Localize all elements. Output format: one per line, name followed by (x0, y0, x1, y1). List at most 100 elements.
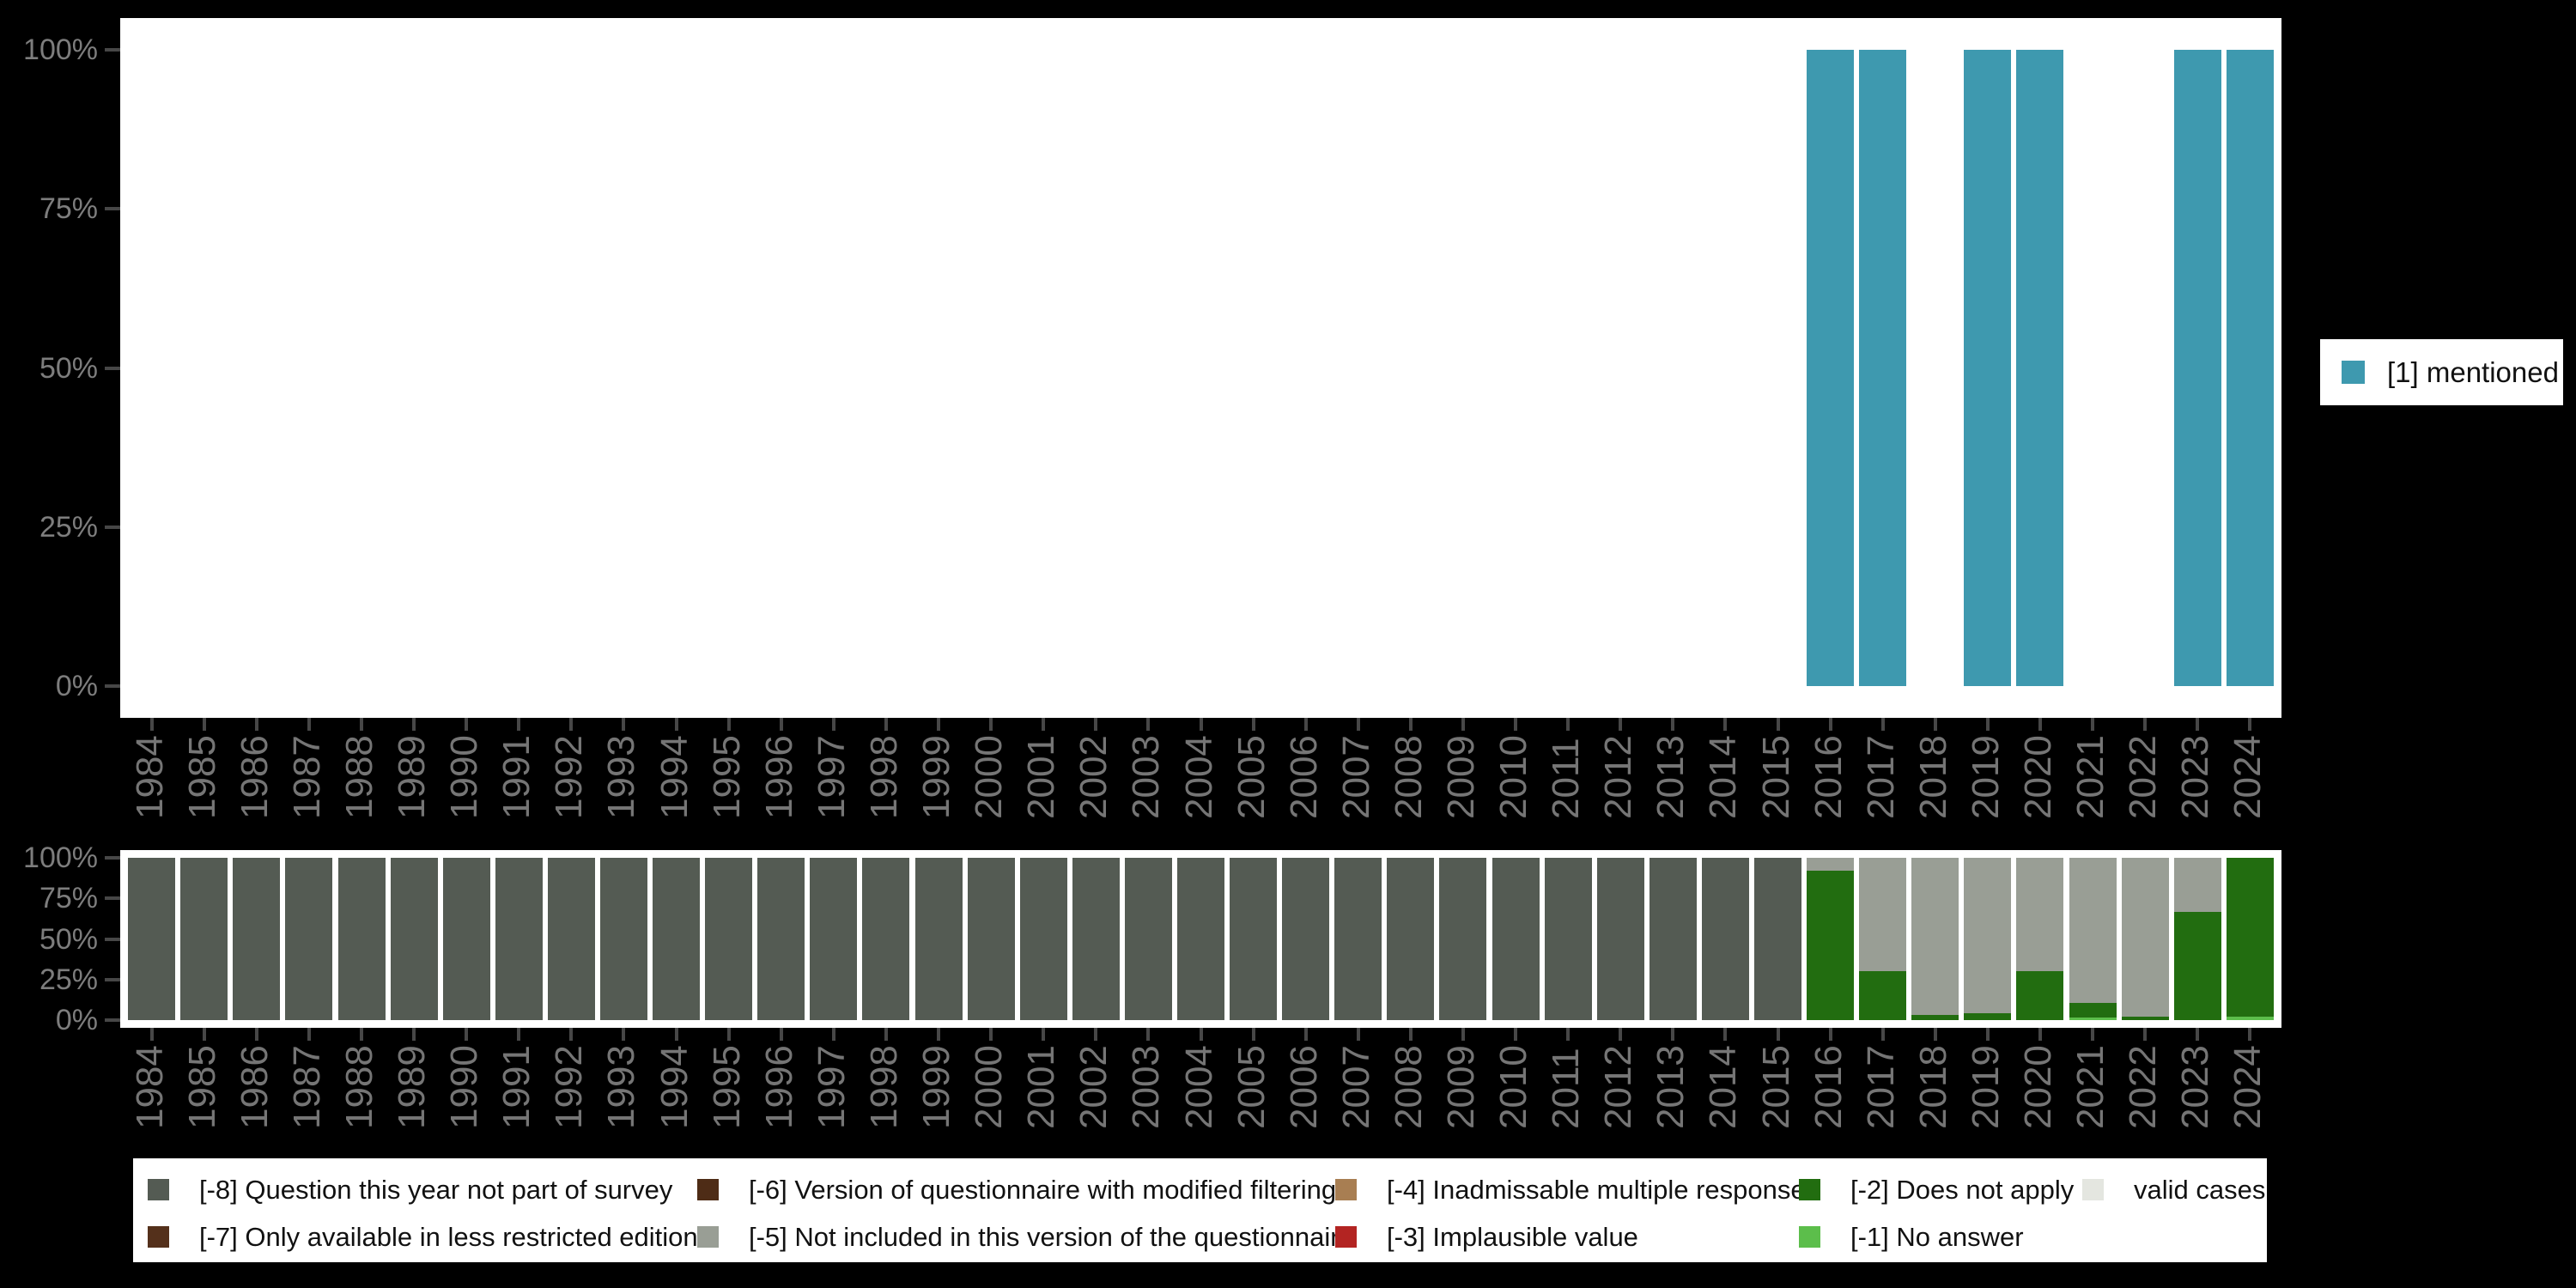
top-chart-x-tick (517, 718, 521, 731)
bottom-chart-x-tick-label: 2010 (1492, 1045, 1535, 1129)
bottom-chart-y-tick (105, 977, 120, 981)
bottom-chart-x-tick-label: 1986 (233, 1045, 276, 1129)
bottom-chart-x-tick-label: 1992 (548, 1045, 591, 1129)
legend-label--6: [-6] Version of questionnaire with modif… (749, 1175, 1337, 1205)
bottom-chart-x-tick (2248, 1028, 2252, 1041)
stack-segment-2016--2 (1807, 871, 1855, 1020)
bottom-chart-x-tick-label: 2002 (1072, 1045, 1115, 1129)
top-chart-x-tick (2038, 718, 2042, 731)
bottom-chart-x-tick-label: 2023 (2174, 1045, 2217, 1129)
top-chart-panel (120, 18, 2281, 718)
top-chart-x-tick (1303, 718, 1308, 731)
bottom-chart-x-tick (1671, 1028, 1675, 1041)
stack-segment-2005--8 (1230, 858, 1278, 1020)
bottom-chart-x-tick (517, 1028, 521, 1041)
stack-segment-1991--8 (495, 858, 543, 1020)
top-legend: [1] mentioned (2320, 339, 2563, 405)
bottom-chart-x-tick-label: 2018 (1911, 1045, 1954, 1129)
stack-segment-2004--8 (1177, 858, 1224, 1020)
stack-segment-1989--8 (390, 858, 438, 1020)
bottom-chart-x-tick-label: 2007 (1334, 1045, 1377, 1129)
top-chart-x-tick (2196, 718, 2200, 731)
top-chart-x-tick-label: 2012 (1597, 735, 1640, 819)
stack-segment-2019--5 (1964, 858, 2012, 1014)
stack-segment-2011--8 (1544, 858, 1592, 1020)
top-chart-x-tick (1251, 718, 1255, 731)
top-chart-x-tick (1199, 718, 1203, 731)
top-chart-y-tick-label: 0% (55, 669, 98, 702)
stack-segment-2017--2 (1859, 971, 1907, 1020)
bottom-chart-x-tick-label: 2012 (1597, 1045, 1640, 1129)
bottom-chart-panel (120, 850, 2281, 1028)
top-chart-x-tick (1356, 718, 1360, 731)
stack-segment-1987--8 (285, 858, 333, 1020)
top-chart-x-tick-label: 1996 (757, 735, 800, 819)
top-chart-x-tick (1619, 718, 1623, 731)
top-chart-y-tick (105, 525, 120, 529)
bottom-chart-x-tick (1933, 1028, 1937, 1041)
top-chart-x-tick-label: 1997 (810, 735, 853, 819)
top-chart-x-tick-label: 2013 (1649, 735, 1692, 819)
bottom-chart-x-tick (254, 1028, 258, 1041)
top-chart-x-tick (1514, 718, 1518, 731)
bottom-chart-y-tick (105, 856, 120, 860)
stack-segment-1988--8 (337, 858, 386, 1020)
top-chart-x-tick-label: 2022 (2122, 735, 2165, 819)
stack-segment-2022--2 (2121, 1016, 2169, 1020)
bottom-chart-y-tick (105, 1018, 120, 1022)
bottom-chart-x-tick (937, 1028, 941, 1041)
stack-segment-1985--8 (180, 858, 228, 1020)
bottom-chart-x-tick-label: 2022 (2122, 1045, 2165, 1129)
top-chart-x-tick-label: 1989 (391, 735, 434, 819)
bottom-chart-x-tick-label: 2006 (1282, 1045, 1325, 1129)
bottom-chart-x-tick-label: 2020 (2016, 1045, 2059, 1129)
top-chart-x-tick (465, 718, 469, 731)
top-chart-x-tick (674, 718, 678, 731)
bottom-chart-x-tick (1356, 1028, 1360, 1041)
stack-segment-1998--8 (862, 858, 910, 1020)
top-chart-x-tick-label: 2011 (1545, 738, 1588, 819)
bottom-chart-x-tick (202, 1028, 206, 1041)
top-legend-label: [1] mentioned (2387, 355, 2559, 388)
stack-segment-1999--8 (914, 858, 963, 1020)
top-chart-x-tick-label: 1999 (915, 735, 958, 819)
bottom-chart-x-tick-label: 2000 (968, 1045, 1011, 1129)
top-chart-x-tick (412, 718, 416, 731)
top-chart-x-tick-label: 2010 (1492, 735, 1535, 819)
legend-label--2: [-2] Does not apply (1850, 1175, 2075, 1205)
top-chart-y-tick (105, 366, 120, 370)
legend-swatch--3 (1335, 1226, 1357, 1248)
top-chart-x-tick-label: 2016 (1807, 735, 1850, 819)
bottom-chart-y-tick (105, 896, 120, 901)
stack-segment-2015--8 (1754, 858, 1801, 1020)
bottom-chart-x-tick (1619, 1028, 1623, 1041)
stack-segment-2021--1 (2069, 1017, 2117, 1020)
bottom-chart-x-tick-label: 2016 (1807, 1045, 1850, 1129)
top-chart-y-tick-label: 75% (39, 192, 98, 226)
top-chart-y-tick-label: 100% (23, 33, 98, 67)
bottom-chart-x-tick-label: 1985 (180, 1045, 223, 1129)
top-chart-x-tick-label: 1984 (128, 735, 171, 819)
bottom-chart-x-tick (149, 1028, 154, 1041)
legend-label--4: [-4] Inadmissable multiple response (1387, 1175, 1806, 1205)
legend-swatch--8 (148, 1179, 169, 1200)
stack-segment-2013--8 (1649, 858, 1697, 1020)
stack-segment-1993--8 (599, 858, 647, 1020)
bottom-chart-x-tick-label: 2004 (1177, 1045, 1220, 1129)
bottom-chart-x-tick-label: 2008 (1387, 1045, 1430, 1129)
stack-segment-2023--2 (2173, 911, 2221, 1020)
bottom-chart-x-tick-label: 1987 (285, 1045, 328, 1129)
bottom-chart-x-tick-label: 2005 (1230, 1045, 1273, 1129)
top-chart-x-tick-label: 2018 (1911, 735, 1954, 819)
bottom-chart-x-tick-label: 1994 (653, 1045, 696, 1129)
bottom-chart-x-tick-label: 1989 (391, 1045, 434, 1129)
top-chart-x-tick (1461, 718, 1465, 731)
top-chart-x-tick (1671, 718, 1675, 731)
legend-label--5: [-5] Not included in this version of the… (749, 1222, 1354, 1252)
top-chart-x-tick (1566, 718, 1571, 731)
top-chart-x-tick-label: 2014 (1702, 735, 1745, 819)
top-chart-x-tick (1933, 718, 1937, 731)
stack-segment-1996--8 (757, 858, 805, 1020)
legend-swatch--2 (1799, 1179, 1820, 1200)
